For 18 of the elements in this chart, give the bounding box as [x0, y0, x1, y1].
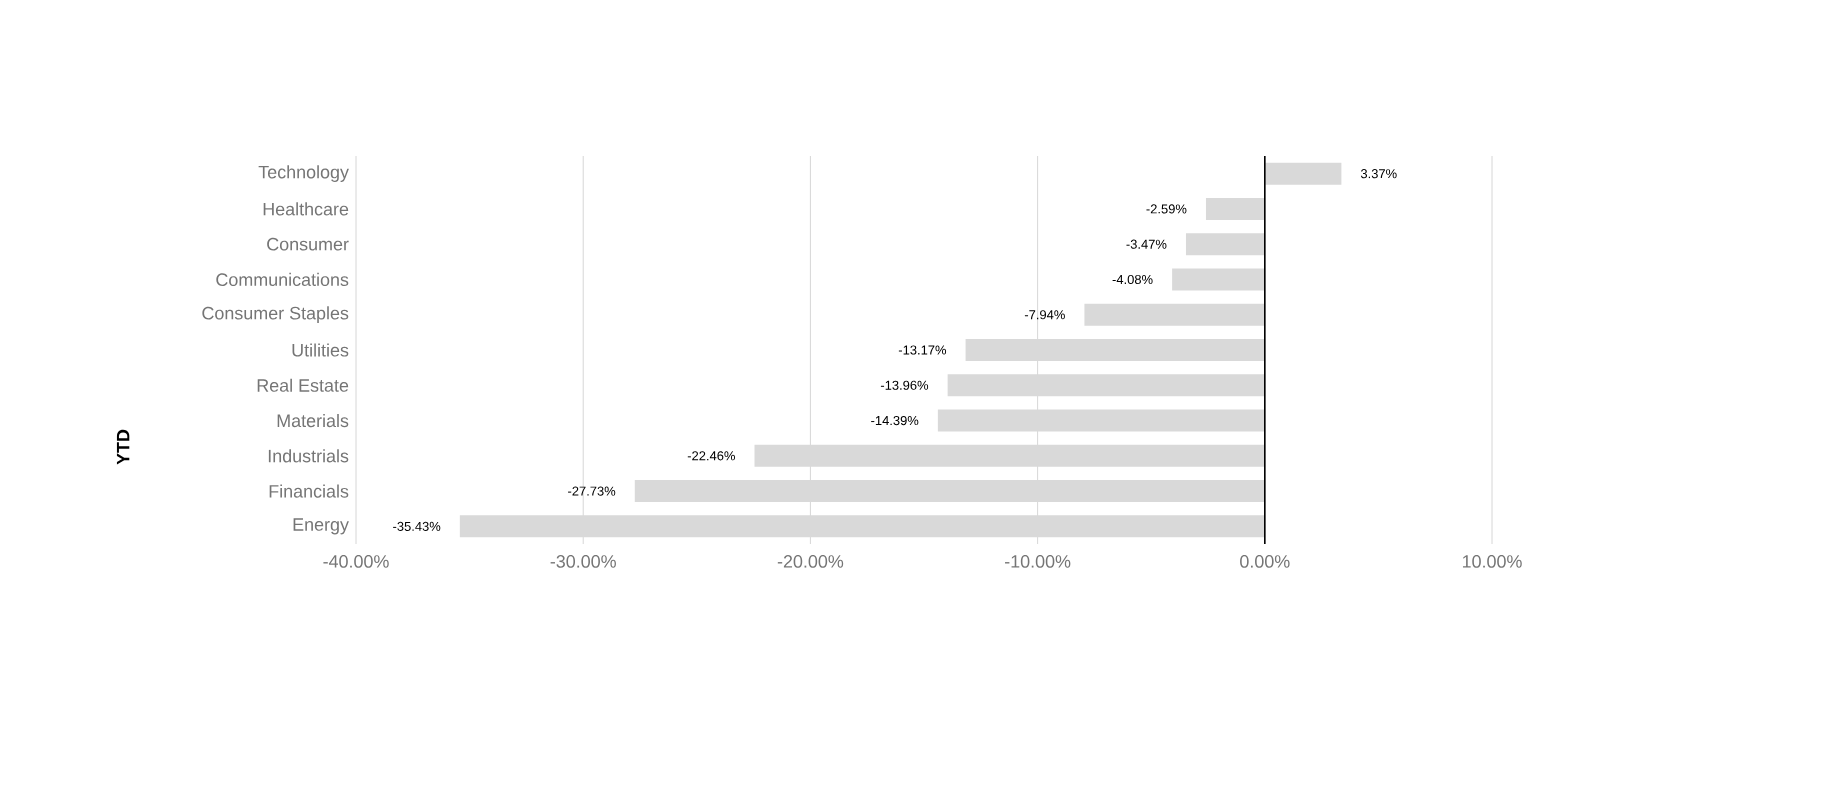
- y-tick-label: Materials: [277, 413, 349, 428]
- x-tick-label: -10.00%: [1005, 555, 1071, 568]
- y-tick-label: Communications: [216, 272, 349, 287]
- y-tick-label: Technology: [258, 165, 349, 182]
- y-tick-label: Energy: [293, 518, 349, 535]
- y-tick-label: Real Estate: [257, 378, 349, 392]
- x-tick-label: -30.00%: [550, 555, 616, 568]
- y-axis-title: YTD: [116, 429, 130, 465]
- x-tick-label: 10.00%: [1462, 555, 1522, 568]
- x-tick-label: -20.00%: [777, 555, 844, 568]
- y-tick-label: Healthcare: [263, 202, 349, 216]
- y-tick-label: Industrials: [268, 449, 349, 463]
- y-tick-label: Consumer: [267, 237, 349, 251]
- x-tick-label: 0.00%: [1240, 555, 1290, 568]
- x-tick-label: -40.00%: [323, 555, 389, 568]
- y-tick-label: Financials: [269, 484, 349, 498]
- y-tick-label: Consumer Staples: [202, 306, 349, 324]
- y-tick-label: Utilities: [292, 343, 349, 357]
